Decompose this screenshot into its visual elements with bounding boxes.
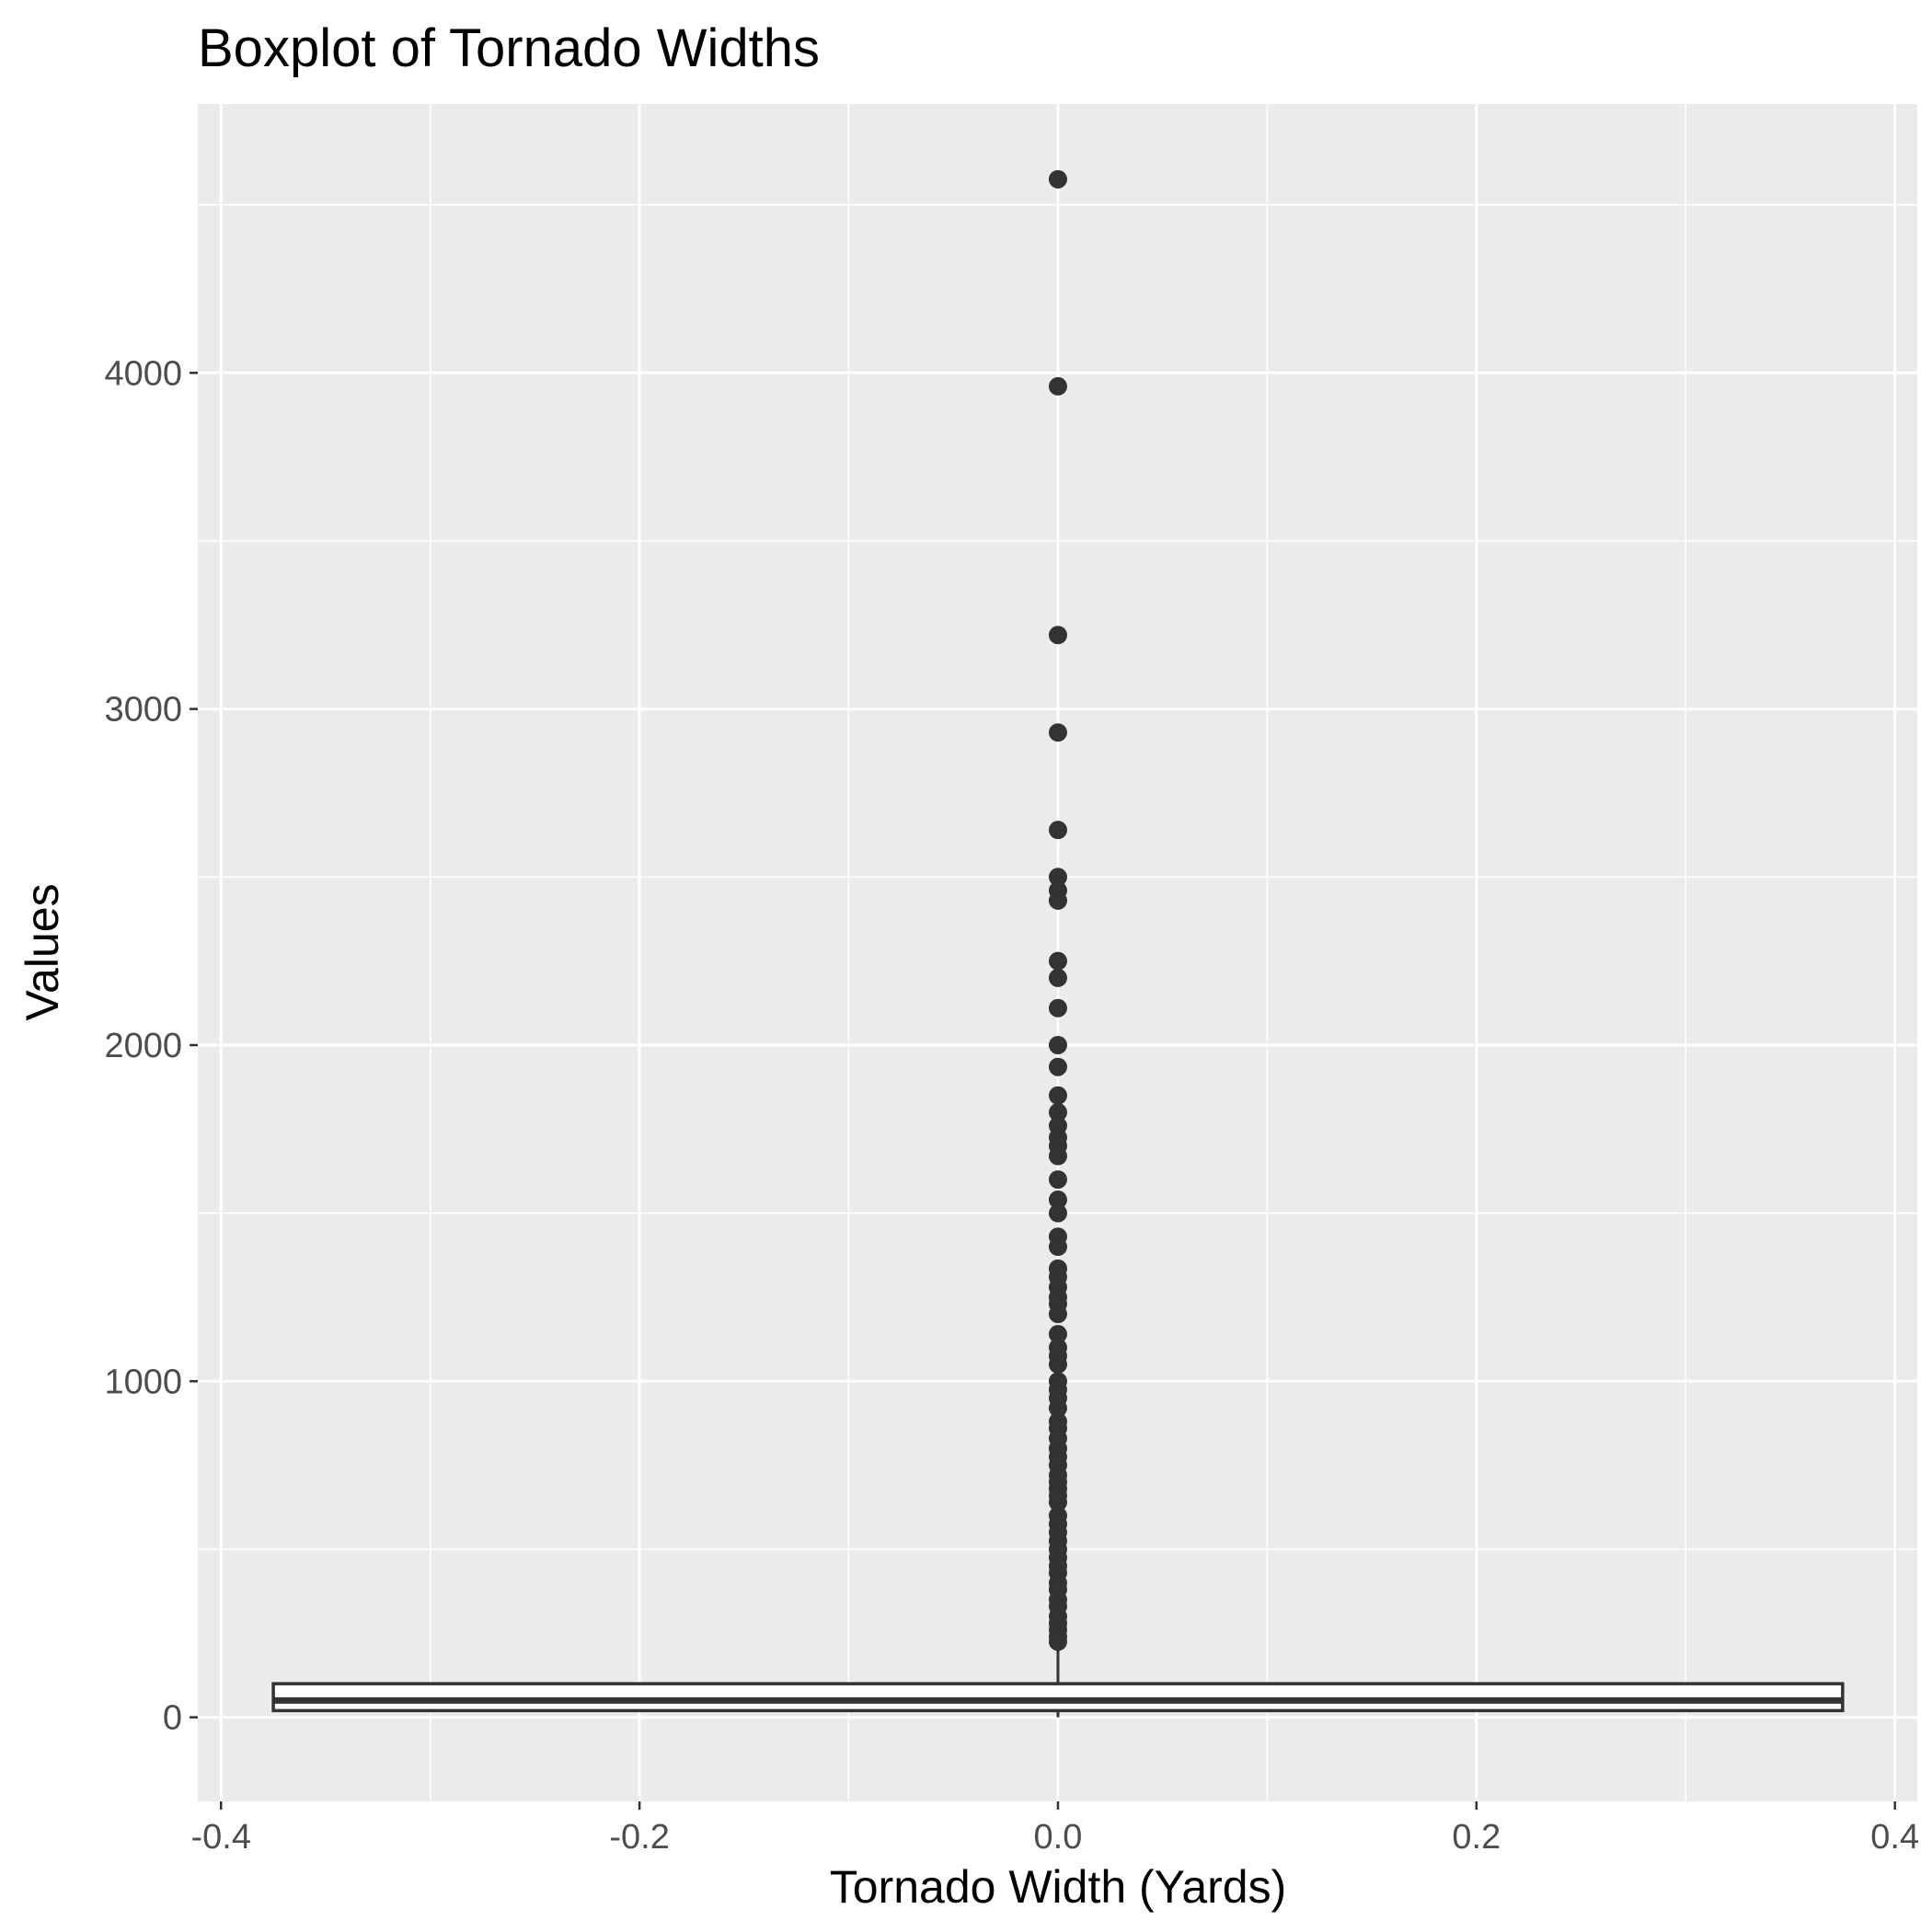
outlier-point [1048,1203,1067,1223]
outlier-point [1048,1398,1067,1418]
outlier-point [1048,1237,1067,1257]
outlier-point [1048,1632,1067,1651]
outlier-point [1048,951,1067,971]
outlier-point [1048,1355,1067,1374]
outlier-point [1048,998,1067,1018]
outlier-point [1048,968,1067,987]
box-iqr [271,1682,1845,1713]
outlier-point [1048,1146,1067,1166]
x-axis-title: Tornado Width (Yards) [830,1861,1286,1913]
outlier-point [1048,1086,1067,1105]
outlier-point [1048,1103,1067,1122]
y-axis-title: Values [17,883,68,1020]
x-tick-label: 0.4 [1870,1818,1919,1857]
outlier-point [1048,1170,1067,1190]
y-axis: 0 1000 2000 3000 4000 [104,354,198,1738]
y-tick-label: 4000 [104,354,182,393]
outlier-point [1048,891,1067,910]
outlier-point [1048,1305,1067,1324]
x-tick-label: -0.4 [190,1818,250,1857]
x-tick-label: -0.2 [609,1818,669,1857]
outlier-point [1048,169,1067,189]
y-tick-label: 2000 [104,1027,182,1065]
outlier-point [1048,1325,1067,1344]
outlier-points [1048,169,1067,1651]
chart-title: Boxplot of Tornado Widths [198,18,820,78]
outlier-point [1048,1190,1067,1210]
outlier-point [1048,1035,1067,1054]
y-tick-label: 1000 [104,1363,182,1401]
outlier-point [1048,1492,1067,1512]
outlier-point [1048,868,1067,887]
y-tick-label: 0 [163,1699,182,1738]
x-tick-label: 0.0 [1034,1818,1083,1857]
x-axis: -0.4 -0.2 0.0 0.2 0.4 [190,1801,1919,1857]
y-tick-label: 3000 [104,691,182,730]
outlier-point [1048,821,1067,840]
outlier-point [1048,1057,1067,1076]
outlier-point [1048,626,1067,645]
x-tick-label: 0.2 [1452,1818,1501,1857]
outlier-point [1048,723,1067,742]
outlier-point [1048,376,1067,396]
